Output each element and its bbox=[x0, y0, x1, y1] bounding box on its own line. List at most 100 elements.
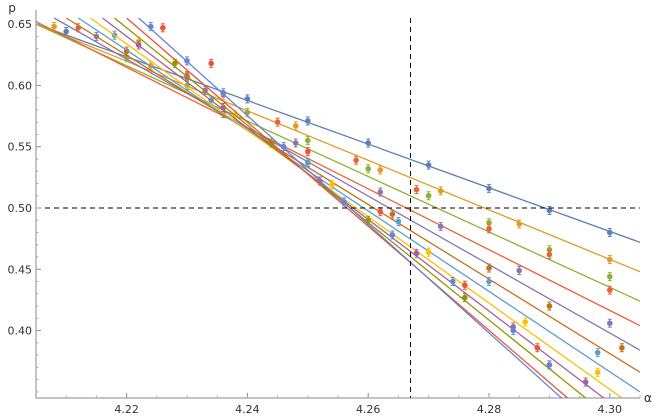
x-tick-label: 4.22 bbox=[114, 403, 139, 416]
y-tick-label: 0.60 bbox=[8, 79, 33, 92]
data-point bbox=[425, 192, 432, 199]
data-point bbox=[486, 265, 492, 271]
data-point bbox=[546, 251, 553, 258]
x-tick-label: 4.30 bbox=[598, 403, 623, 416]
data-point bbox=[546, 303, 553, 309]
series-line bbox=[36, 23, 640, 243]
data-point bbox=[516, 221, 522, 227]
series-line bbox=[126, 17, 568, 398]
data-point bbox=[413, 186, 420, 193]
data-point bbox=[516, 267, 522, 274]
y-tick-label: 0.65 bbox=[8, 18, 33, 31]
data-point bbox=[534, 344, 541, 351]
data-point bbox=[437, 223, 444, 230]
data-point bbox=[389, 232, 396, 238]
data-point bbox=[425, 249, 432, 255]
y-tick-label: 0.45 bbox=[8, 263, 33, 276]
data-point bbox=[220, 89, 227, 96]
data-point bbox=[305, 159, 311, 166]
data-point bbox=[365, 217, 372, 224]
data-point bbox=[449, 278, 456, 285]
data-point bbox=[437, 188, 444, 194]
data-point bbox=[486, 185, 492, 192]
data-point bbox=[305, 148, 311, 155]
data-point bbox=[208, 60, 214, 67]
data-point bbox=[510, 327, 516, 334]
data-point bbox=[160, 25, 166, 31]
data-point bbox=[365, 165, 372, 172]
data-point bbox=[172, 60, 178, 67]
data-point bbox=[292, 123, 299, 129]
data-point bbox=[292, 140, 299, 146]
y-axis-title: p bbox=[8, 1, 16, 15]
data-point bbox=[280, 143, 287, 150]
series-4 bbox=[36, 21, 640, 327]
data-point bbox=[184, 58, 190, 64]
x-tick-label: 4.24 bbox=[235, 403, 260, 416]
data-point bbox=[607, 256, 613, 263]
y-tick-label: 0.40 bbox=[8, 325, 33, 338]
series-line bbox=[53, 17, 640, 351]
data-point bbox=[51, 23, 57, 30]
axes: 4.22 4.24 4.26 4.28 4.30 0.40 0.45 0.50 0.55 0.6… bbox=[8, 1, 653, 416]
data-point bbox=[607, 320, 613, 327]
data-point bbox=[365, 140, 372, 146]
data-point bbox=[486, 219, 492, 226]
data-point bbox=[377, 167, 384, 173]
data-point bbox=[594, 349, 601, 356]
data-point bbox=[305, 118, 311, 124]
series-line bbox=[36, 21, 640, 327]
data-point bbox=[305, 137, 311, 144]
data-point bbox=[582, 379, 589, 385]
data-point bbox=[594, 369, 601, 376]
data-point bbox=[425, 162, 432, 168]
data-point bbox=[147, 23, 154, 30]
data-point bbox=[619, 344, 625, 351]
data-point bbox=[135, 42, 142, 48]
data-point bbox=[353, 157, 359, 163]
x-tick-label: 4.28 bbox=[477, 403, 502, 416]
data-point bbox=[377, 208, 384, 215]
data-point bbox=[329, 181, 335, 188]
x-tick-label: 4.26 bbox=[356, 403, 381, 416]
series-line bbox=[138, 17, 562, 398]
data-point bbox=[546, 362, 553, 368]
y-tick-label: 0.55 bbox=[8, 141, 33, 154]
y-tick-label: 0.50 bbox=[8, 202, 33, 215]
y-ticks: 0.40 0.45 0.50 0.55 0.60 0.65 bbox=[8, 18, 41, 393]
series-line bbox=[89, 17, 623, 398]
data-point bbox=[63, 28, 69, 35]
series-line bbox=[65, 17, 640, 373]
series-3 bbox=[36, 23, 640, 302]
data-point bbox=[341, 199, 347, 205]
data-point bbox=[274, 119, 281, 125]
series-7 bbox=[77, 17, 640, 393]
series-1 bbox=[36, 23, 640, 243]
series-8 bbox=[89, 17, 623, 398]
x-ticks: 4.22 4.24 4.26 4.28 4.30 bbox=[65, 393, 641, 416]
series-line bbox=[77, 17, 640, 393]
data-point bbox=[462, 282, 468, 289]
series-12 bbox=[138, 17, 562, 398]
series-line bbox=[36, 23, 640, 302]
data-point bbox=[486, 278, 492, 285]
data-point bbox=[522, 319, 529, 325]
series-6 bbox=[65, 17, 640, 373]
data-point bbox=[377, 189, 384, 195]
data-point bbox=[546, 207, 553, 214]
data-point bbox=[413, 250, 420, 257]
data-point bbox=[389, 211, 396, 217]
data-point bbox=[607, 273, 613, 280]
data-point bbox=[462, 294, 468, 301]
plot-marks bbox=[36, 17, 640, 398]
data-point bbox=[395, 218, 402, 225]
data-point bbox=[607, 229, 613, 236]
x-axis-title: α bbox=[644, 391, 652, 405]
data-point bbox=[244, 96, 251, 102]
data-point bbox=[486, 226, 492, 232]
data-point bbox=[607, 287, 613, 293]
reference-lines bbox=[36, 18, 640, 398]
series-11 bbox=[126, 17, 568, 398]
series-5 bbox=[53, 17, 640, 351]
